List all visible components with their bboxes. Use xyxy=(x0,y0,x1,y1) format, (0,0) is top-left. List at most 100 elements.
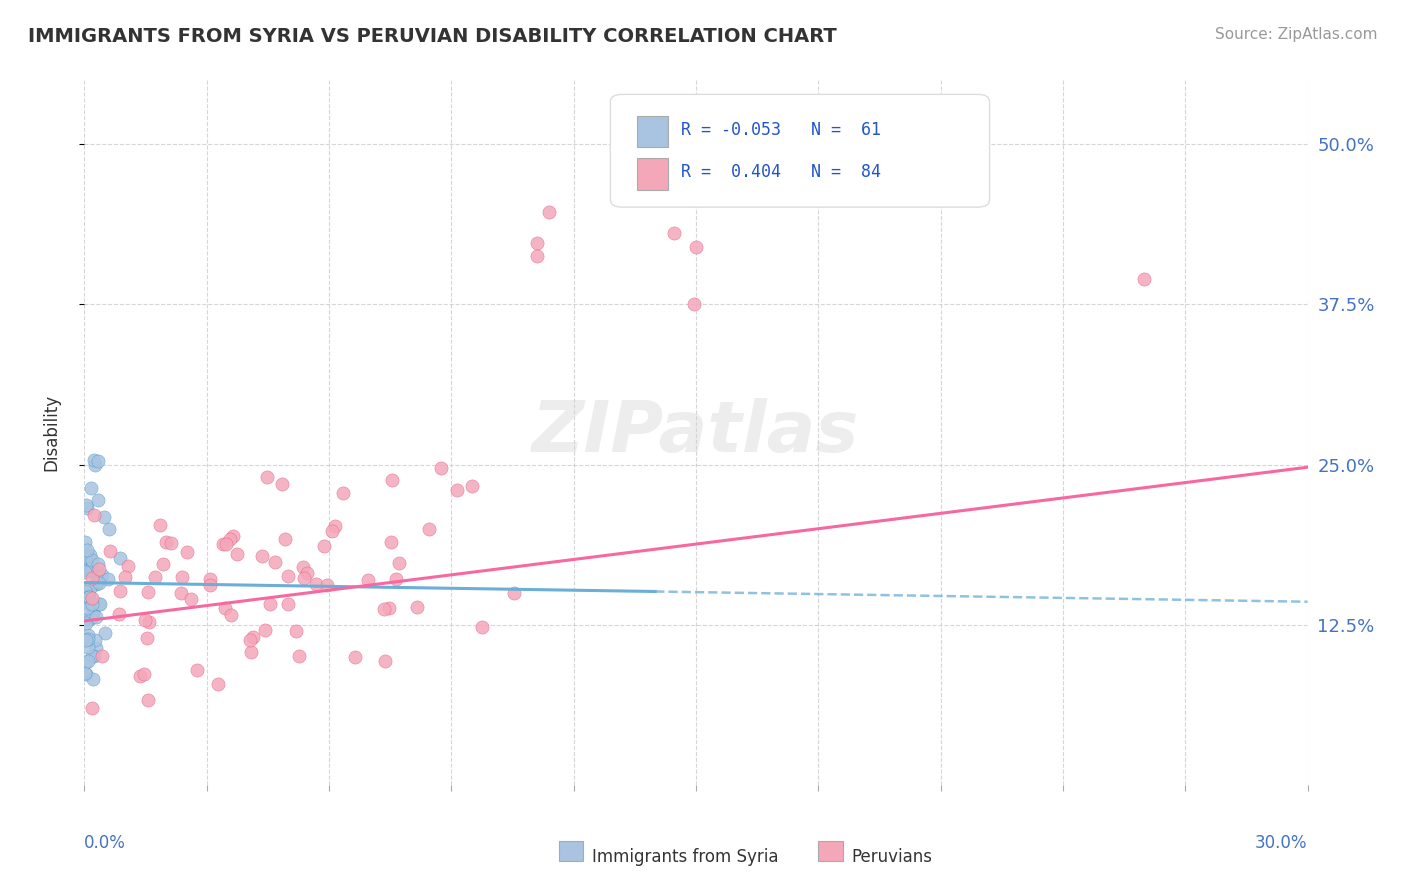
Point xyxy=(343,649,366,664)
Point xyxy=(381,473,404,487)
Point xyxy=(75,499,97,513)
Point xyxy=(110,583,132,598)
Text: 30.0%: 30.0% xyxy=(1256,834,1308,852)
Point xyxy=(93,509,115,524)
Point xyxy=(80,571,103,585)
Point xyxy=(418,522,440,536)
Point xyxy=(662,226,685,240)
Point xyxy=(108,607,131,621)
Point xyxy=(75,632,97,646)
Point xyxy=(83,453,105,467)
Point xyxy=(214,600,236,615)
Point xyxy=(305,576,328,591)
Point xyxy=(270,477,292,491)
Point xyxy=(76,590,98,604)
Point xyxy=(155,535,177,549)
Point xyxy=(77,628,100,642)
Point xyxy=(200,572,222,586)
Point xyxy=(373,602,395,616)
Point xyxy=(75,584,97,599)
Point xyxy=(377,600,399,615)
Point xyxy=(315,578,337,592)
Point xyxy=(80,591,103,605)
Point xyxy=(73,557,96,571)
Point xyxy=(136,585,159,599)
Point xyxy=(170,586,193,600)
Point xyxy=(87,493,110,508)
Point xyxy=(87,575,110,590)
Point xyxy=(292,559,315,574)
Text: R = -0.053   N =  61: R = -0.053 N = 61 xyxy=(682,120,882,138)
Bar xyxy=(637,116,668,147)
Point xyxy=(83,458,105,472)
Point xyxy=(219,608,242,623)
Bar xyxy=(818,841,842,861)
Point xyxy=(471,620,494,634)
Point xyxy=(80,610,103,624)
Point xyxy=(77,654,100,668)
Point xyxy=(143,570,166,584)
Point xyxy=(277,597,299,611)
Point xyxy=(222,528,245,542)
Point xyxy=(1133,272,1156,286)
Point xyxy=(91,649,114,664)
Point xyxy=(80,563,103,577)
Point xyxy=(170,570,193,584)
Point xyxy=(446,483,468,497)
Text: R =  0.404   N =  84: R = 0.404 N = 84 xyxy=(682,163,882,181)
Point xyxy=(292,571,315,585)
Point xyxy=(136,693,159,707)
Point xyxy=(87,557,110,571)
Point xyxy=(77,640,100,655)
Point xyxy=(75,565,97,579)
Point xyxy=(274,532,297,546)
Point xyxy=(76,589,98,603)
Point xyxy=(526,235,548,250)
Point xyxy=(503,586,526,600)
Point xyxy=(288,648,311,663)
Point xyxy=(239,645,262,659)
Point xyxy=(75,591,97,605)
Point xyxy=(98,544,121,558)
Point xyxy=(186,663,208,677)
Point xyxy=(207,677,229,691)
Point xyxy=(90,568,112,582)
Y-axis label: Disability: Disability xyxy=(42,394,60,471)
Point xyxy=(87,597,110,611)
Point xyxy=(460,479,482,493)
Point xyxy=(86,577,108,591)
Point xyxy=(134,613,156,627)
Point xyxy=(357,573,380,587)
Point xyxy=(82,559,104,574)
Text: IMMIGRANTS FROM SYRIA VS PERUVIAN DISABILITY CORRELATION CHART: IMMIGRANTS FROM SYRIA VS PERUVIAN DISABI… xyxy=(28,27,837,45)
Point xyxy=(176,545,198,559)
Point xyxy=(226,547,249,561)
Point xyxy=(87,574,110,589)
Point xyxy=(239,633,262,648)
Point xyxy=(129,669,152,683)
Point xyxy=(75,656,97,670)
Point xyxy=(295,566,318,580)
Point xyxy=(252,549,274,563)
Point xyxy=(75,613,97,627)
Point xyxy=(254,623,277,637)
Point xyxy=(76,501,98,516)
Text: ZIPatlas: ZIPatlas xyxy=(533,398,859,467)
Point xyxy=(86,454,108,468)
Text: Immigrants from Syria: Immigrants from Syria xyxy=(592,848,779,866)
Point xyxy=(77,632,100,647)
Point xyxy=(380,534,402,549)
Text: Source: ZipAtlas.com: Source: ZipAtlas.com xyxy=(1215,27,1378,42)
Point xyxy=(135,631,157,645)
Point xyxy=(80,701,103,715)
Point xyxy=(98,522,121,536)
Point xyxy=(73,665,96,680)
Point xyxy=(79,548,101,562)
Point xyxy=(325,519,347,533)
Point xyxy=(87,562,110,576)
Point xyxy=(198,578,221,592)
Point xyxy=(108,551,131,566)
Point xyxy=(84,576,107,591)
Point xyxy=(374,654,396,668)
Point xyxy=(683,297,706,311)
